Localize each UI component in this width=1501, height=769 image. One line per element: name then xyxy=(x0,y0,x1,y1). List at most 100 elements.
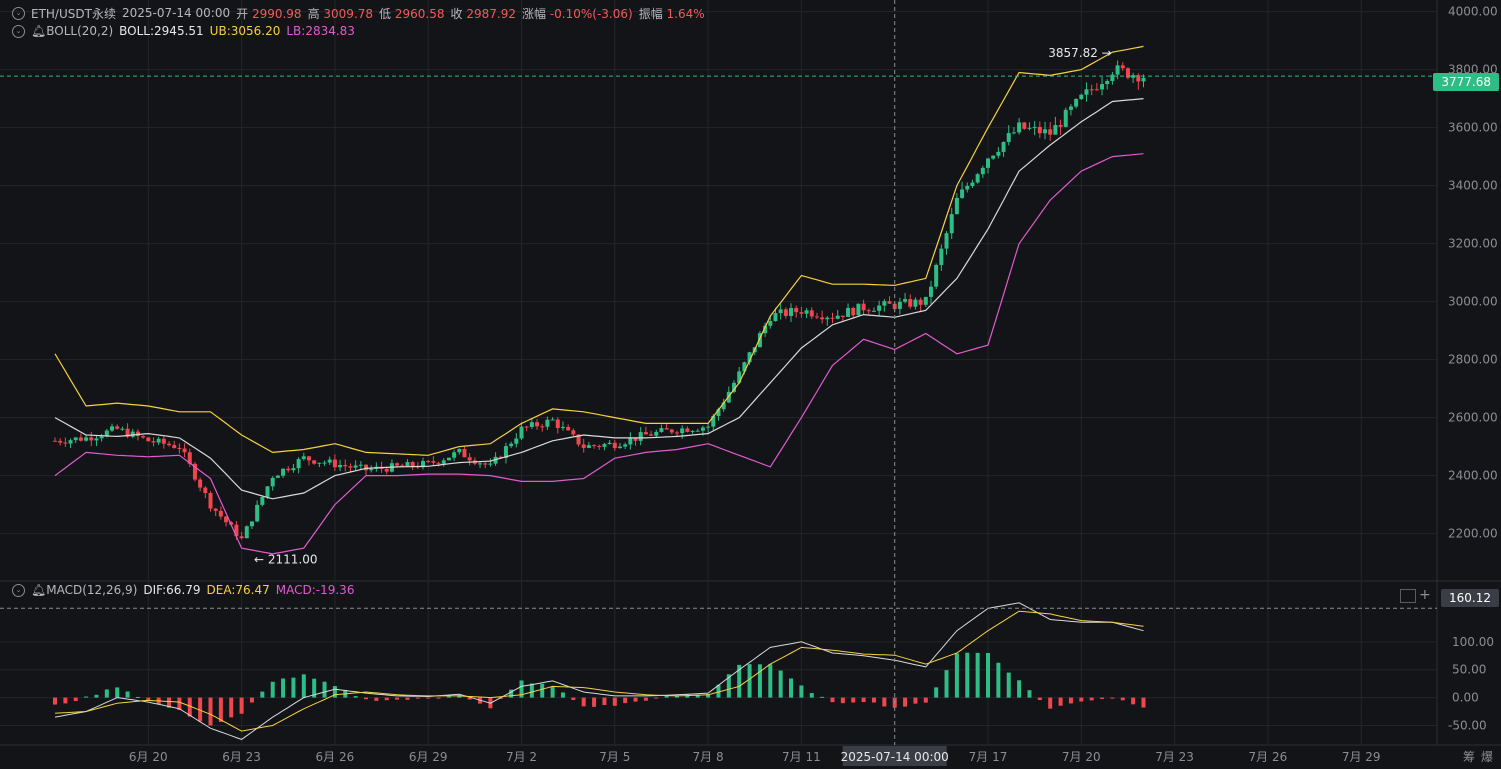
candle-body xyxy=(545,419,550,427)
boll-ub-value: UB:3056.20 xyxy=(209,24,281,38)
change-value: -0.10%(-3.06) xyxy=(549,6,633,21)
time-tick-label: 6月 29 xyxy=(409,750,448,764)
macd-histogram-bar xyxy=(177,697,182,711)
macd-histogram-bar xyxy=(944,670,949,698)
amplitude-value: 1.64% xyxy=(666,6,705,21)
macd-histogram-bar xyxy=(364,697,368,700)
macd-histogram-bar xyxy=(664,695,669,698)
candle-body xyxy=(452,452,457,458)
candle-body xyxy=(514,438,519,444)
macd-histogram-bar xyxy=(550,686,555,698)
low-label: 低 xyxy=(379,6,392,21)
expand-icon[interactable] xyxy=(1400,589,1416,603)
macd-histogram-bar xyxy=(1006,672,1011,698)
candle-body xyxy=(690,430,695,432)
macd-histogram-bar xyxy=(332,686,337,698)
candle-body xyxy=(1125,68,1130,78)
macd-histogram-bar xyxy=(975,652,980,698)
macd-histogram-bar xyxy=(830,697,835,703)
candle-body xyxy=(1017,122,1022,133)
candle-body xyxy=(1027,127,1032,129)
macd-histogram-bar xyxy=(519,680,524,698)
candle-body xyxy=(783,309,788,316)
collapse-chevron-icon[interactable]: ⌄ xyxy=(12,6,25,20)
time-tick-label: 7月 2 xyxy=(506,750,537,764)
candle-body xyxy=(1115,65,1120,75)
candle-body xyxy=(462,448,467,458)
macd-histogram-bar xyxy=(571,697,576,701)
candle-body xyxy=(680,428,685,434)
candle-body xyxy=(1131,75,1136,78)
candle-body xyxy=(892,303,897,309)
macd-indicator-name[interactable]: 🔔︎MACD(12,26,9) xyxy=(31,583,137,597)
macd-histogram-bar xyxy=(63,697,68,704)
candle-body xyxy=(68,440,73,444)
candle-body xyxy=(799,312,804,314)
candle-body xyxy=(695,430,700,432)
candle-body xyxy=(778,309,783,314)
candle-body xyxy=(234,524,239,537)
candle-body xyxy=(607,442,612,445)
candle-body xyxy=(317,462,322,464)
candle-body xyxy=(203,487,208,494)
candle-body xyxy=(457,448,462,453)
candle-body xyxy=(612,442,617,449)
candle-body xyxy=(566,426,571,431)
macd-histogram-bar xyxy=(1048,697,1053,709)
candle-body xyxy=(711,416,716,427)
candle-body xyxy=(327,459,332,463)
collapse-chevron-icon[interactable]: ⌄ xyxy=(12,24,25,38)
macd-histogram-bar xyxy=(198,697,203,722)
boll-indicator-name[interactable]: 🔔︎BOLL(20,2) xyxy=(31,24,113,38)
candle-body xyxy=(348,466,353,468)
candle-body xyxy=(1089,89,1094,91)
macd-histogram-bar xyxy=(436,697,441,699)
candle-body xyxy=(478,463,483,465)
macd-histogram-bar xyxy=(125,691,130,698)
plus-icon[interactable]: + xyxy=(1419,587,1431,603)
candle-body xyxy=(576,434,581,445)
candle-body xyxy=(757,333,762,348)
candle-body xyxy=(167,443,172,446)
macd-histogram-bar xyxy=(1017,680,1022,698)
macd-histogram-bar xyxy=(726,674,731,698)
chip-button[interactable]: 筹 xyxy=(1462,750,1475,764)
candle-body xyxy=(255,504,260,522)
collapse-chevron-icon[interactable]: ⌄ xyxy=(12,583,25,597)
close-value: 2987.92 xyxy=(466,6,516,21)
macd-histogram-bar xyxy=(882,697,887,707)
macd-histogram-bar xyxy=(73,697,78,701)
candle-body xyxy=(151,441,156,443)
macd-histogram-bar xyxy=(167,697,172,708)
candle-body xyxy=(192,463,197,480)
candle-body xyxy=(1001,141,1006,152)
candle-body xyxy=(602,444,607,447)
macd-histogram-bar xyxy=(623,697,628,704)
price-tick-label: 3400.00 xyxy=(1448,179,1498,193)
macd-dea-line xyxy=(54,610,1144,732)
price-tick-label: 2600.00 xyxy=(1448,411,1498,425)
macd-histogram-bar xyxy=(612,697,617,706)
macd-histogram-bar xyxy=(1037,697,1042,701)
high-value: 3009.78 xyxy=(323,6,374,21)
macd-histogram-bar xyxy=(395,697,400,700)
candle-body xyxy=(628,437,633,445)
macd-histogram-bar xyxy=(737,664,742,698)
macd-histogram-bar xyxy=(1100,697,1105,699)
candle-body xyxy=(835,315,840,319)
high-label: 高 xyxy=(307,6,320,21)
burst-button[interactable]: 爆 xyxy=(1480,750,1493,764)
candle-body xyxy=(312,460,317,464)
candle-body xyxy=(747,352,752,363)
candle-body xyxy=(685,428,690,432)
macd-histogram-bar xyxy=(281,678,286,698)
candle-body xyxy=(1084,89,1089,95)
candle-body xyxy=(986,158,990,168)
candle-body xyxy=(53,440,57,442)
crosshair-date-box xyxy=(842,746,947,766)
macd-histogram-bar xyxy=(757,664,762,698)
boll-lower-band xyxy=(54,153,1144,555)
macd-histogram-bar xyxy=(94,694,99,698)
candle-body xyxy=(877,305,882,311)
